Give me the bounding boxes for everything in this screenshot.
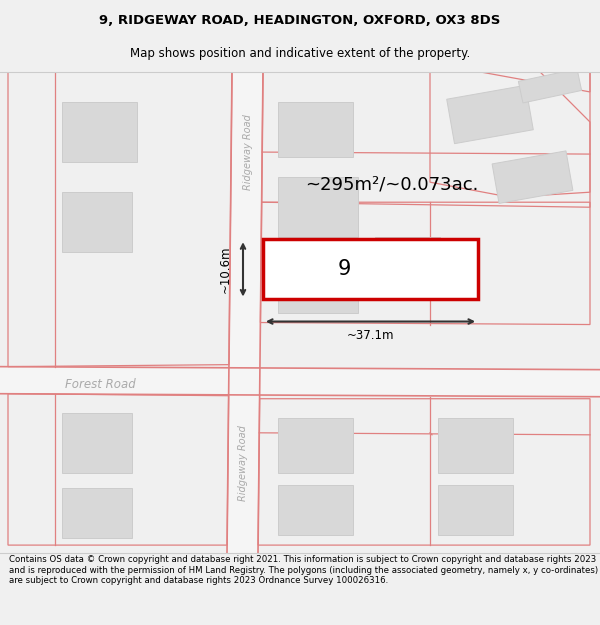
Text: ~10.6m: ~10.6m: [218, 246, 232, 293]
Polygon shape: [227, 72, 263, 553]
Bar: [62, 412, 132, 473]
Text: Ridgeway Road: Ridgeway Road: [243, 114, 253, 190]
Text: 9, RIDGEWAY ROAD, HEADINGTON, OXFORD, OX3 8DS: 9, RIDGEWAY ROAD, HEADINGTON, OXFORD, OX…: [100, 14, 500, 27]
Bar: [438, 485, 513, 535]
Text: ~295m²/~0.073ac.: ~295m²/~0.073ac.: [305, 175, 479, 193]
Bar: [62, 102, 137, 162]
Bar: [278, 102, 353, 157]
Text: Map shows position and indicative extent of the property.: Map shows position and indicative extent…: [130, 48, 470, 61]
Bar: [278, 485, 353, 535]
Bar: [492, 151, 573, 203]
Text: Ridgeway Road: Ridgeway Road: [238, 425, 248, 501]
Text: ~37.1m: ~37.1m: [347, 329, 394, 342]
Text: 9: 9: [338, 259, 352, 279]
Text: Forest Road: Forest Road: [65, 378, 136, 391]
Bar: [278, 258, 358, 312]
Bar: [278, 418, 353, 473]
Bar: [62, 192, 132, 253]
Bar: [62, 488, 132, 538]
Bar: [278, 177, 358, 238]
Polygon shape: [0, 367, 600, 397]
Bar: [263, 239, 478, 299]
Bar: [518, 69, 581, 103]
Bar: [438, 418, 513, 473]
Text: Contains OS data © Crown copyright and database right 2021. This information is : Contains OS data © Crown copyright and d…: [9, 555, 598, 585]
Bar: [375, 238, 440, 282]
Bar: [447, 85, 533, 144]
